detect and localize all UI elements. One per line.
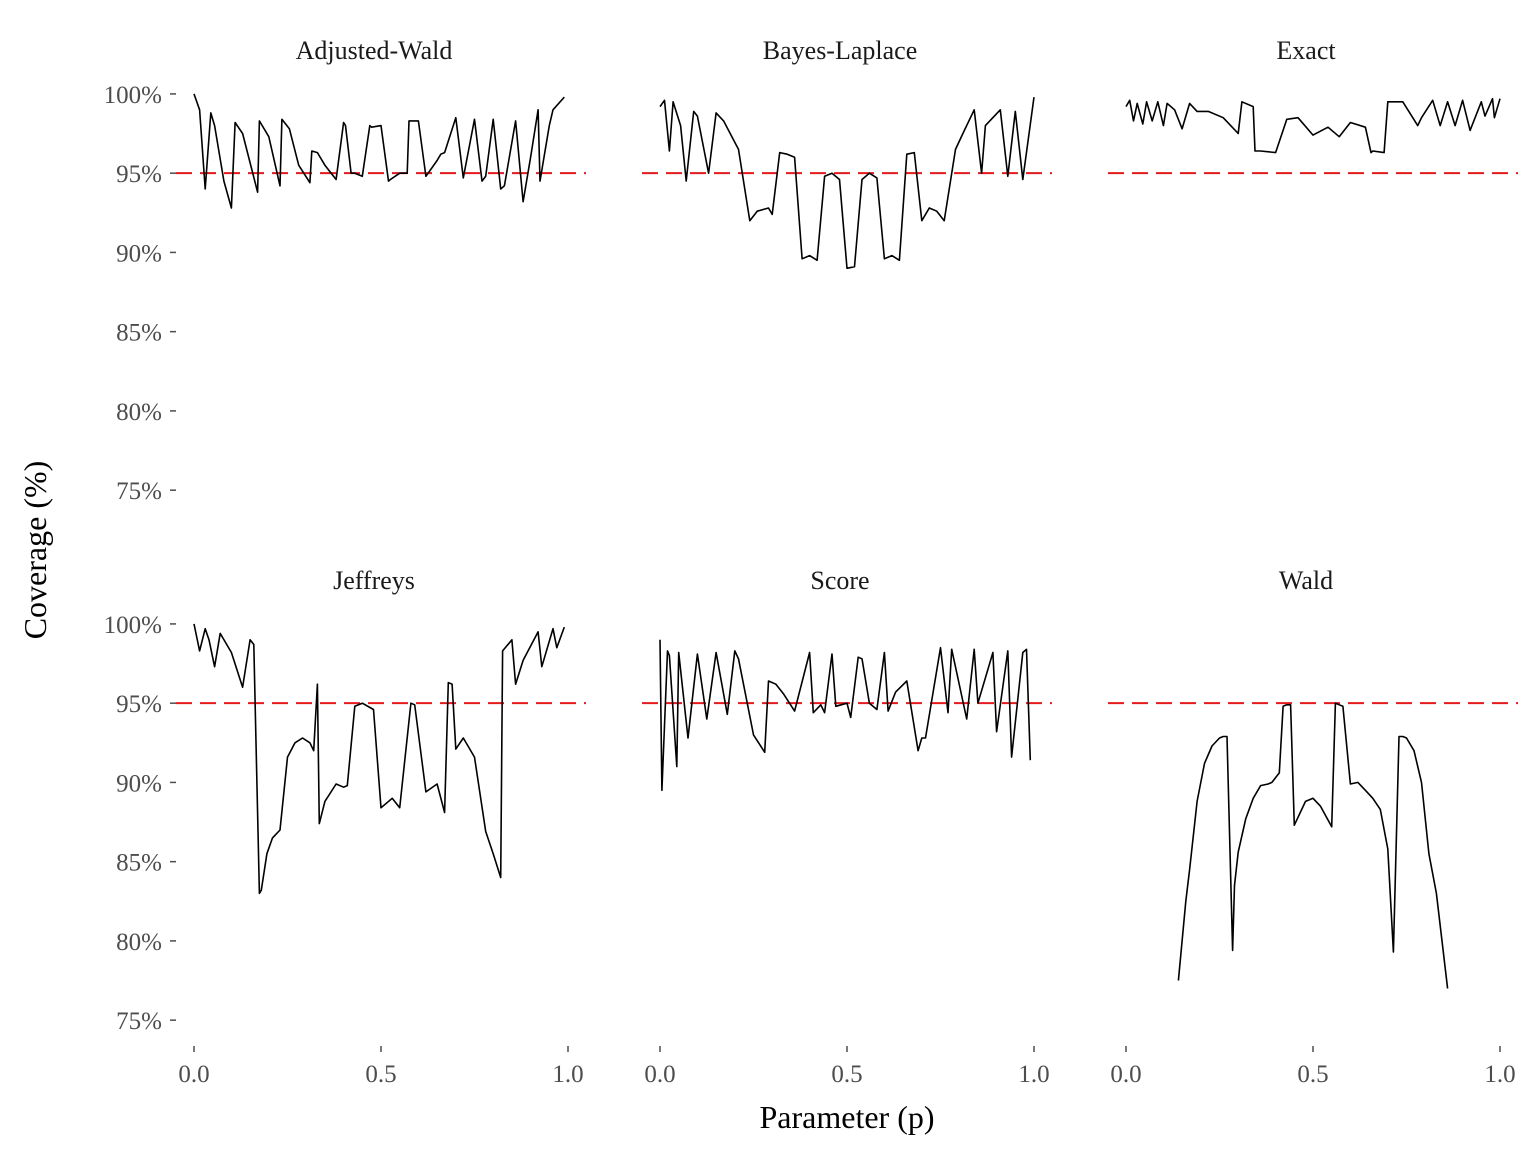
x-tick-label: 0.0	[644, 1061, 675, 1088]
panel-title: Score	[810, 566, 869, 595]
panel-wald: Wald 0.0 0.5 1.0	[1108, 566, 1518, 1088]
x-tick-label: 0.0	[178, 1061, 209, 1088]
x-tick-label: 1.0	[1484, 1061, 1515, 1088]
y-tick-label: 100%	[104, 82, 162, 109]
panel-title: Exact	[1276, 36, 1336, 65]
coverage-line	[1177, 702, 1449, 989]
x-tick-label: 0.5	[365, 1061, 396, 1088]
panel-adjusted-wald: Adjusted-Wald 75% 80% 85% 90% 95% 100%	[104, 36, 586, 505]
panel-bayes-laplace: Bayes-Laplace	[642, 36, 1052, 270]
x-tick-label: 1.0	[1018, 1061, 1049, 1088]
x-tick-label: 1.0	[552, 1061, 583, 1088]
coverage-line	[193, 623, 566, 895]
y-tick-label: 75%	[116, 478, 162, 505]
x-axis-title: Parameter (p)	[759, 1099, 934, 1135]
y-tick-label: 85%	[116, 320, 162, 347]
y-axis-title: Coverage (%)	[17, 461, 53, 640]
panels-layer: Adjusted-Wald 75% 80% 85% 90% 95% 100% Bayes-La…	[104, 36, 1518, 1088]
x-tick-label: 0.0	[1110, 1061, 1141, 1088]
coverage-line	[659, 639, 1032, 792]
y-tick-label: 75%	[116, 1008, 162, 1035]
coverage-line	[193, 93, 565, 209]
y-tick-label: 95%	[116, 691, 162, 718]
y-tick-label: 90%	[116, 240, 162, 267]
y-tick-label: 85%	[116, 850, 162, 877]
coverage-line	[1125, 97, 1501, 154]
panel-title: Jeffreys	[333, 566, 415, 595]
coverage-line	[659, 96, 1035, 270]
y-tick-label: 90%	[116, 770, 162, 797]
panel-title: Bayes-Laplace	[763, 36, 917, 65]
panel-title: Wald	[1279, 566, 1333, 595]
y-tick-label: 95%	[116, 161, 162, 188]
y-tick-label: 80%	[116, 399, 162, 426]
panel-exact: Exact	[1108, 36, 1518, 175]
y-tick-label: 80%	[116, 929, 162, 956]
x-tick-label: 0.5	[1297, 1061, 1328, 1088]
panel-score: Score 0.0 0.5 1.0	[642, 566, 1052, 1088]
y-tick-label: 100%	[104, 612, 162, 639]
panel-title: Adjusted-Wald	[296, 36, 453, 65]
panel-jeffreys: Jeffreys 75% 80% 85% 90% 95% 100% 0.0 0.5 1.0	[104, 566, 586, 1088]
x-tick-label: 0.5	[831, 1061, 862, 1088]
